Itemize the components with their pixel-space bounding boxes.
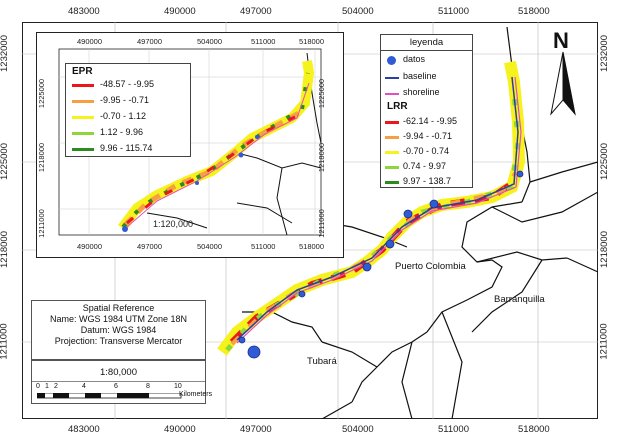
- scale-divider: [32, 381, 205, 382]
- inset-right-tick-3: 1211000: [316, 209, 326, 238]
- scale-tick-6: 6: [114, 383, 118, 390]
- lrr-swatch-4: [385, 166, 399, 169]
- place-puerto-colombia: Puerto Colombia: [395, 261, 466, 272]
- inset-bottom-tick-4: 511000: [251, 242, 276, 251]
- scale-bar: [37, 393, 182, 399]
- epr-swatch-2: [72, 100, 94, 103]
- epr-swatch-5: [72, 148, 94, 151]
- inset-top-tick-5: 518000: [299, 37, 325, 46]
- scale-tick-0: 0: [36, 383, 40, 390]
- spatial-reference-name: Name: WGS 1984 UTM Zone 18N: [49, 314, 188, 324]
- epr-label-5: 9.96 - 115.74: [100, 143, 153, 153]
- bottom-tick-4: 504000: [342, 424, 374, 435]
- scale-ratio: 1:80,000: [100, 367, 137, 378]
- bottom-tick-6: 518000: [518, 424, 550, 435]
- lrr-swatch-1: [385, 121, 399, 124]
- top-tick-6: 518000: [518, 6, 550, 17]
- epr-label-4: 1.12 - 9.96: [100, 127, 144, 137]
- inset-top-tick-1: 490000: [77, 37, 103, 46]
- inset-scale: 1:120,000: [153, 219, 194, 229]
- spatial-reference: Spatial Reference Name: WGS 1984 UTM Zon…: [31, 300, 206, 360]
- epr-label-1: -48.57 - -9.95: [100, 79, 155, 89]
- scale-tick-1: 1: [45, 383, 49, 390]
- top-tick-5: 511000: [438, 6, 469, 17]
- inset-top-tick-3: 504000: [197, 37, 223, 46]
- inset-top-tick-2: 497000: [137, 37, 163, 46]
- scale-tick-8: 8: [146, 383, 150, 390]
- inset-left-tick-3: 1211000: [36, 209, 46, 238]
- top-tick-2: 490000: [164, 6, 196, 17]
- left-tick-1: 1232000: [0, 35, 10, 72]
- inset-bottom-tick-1: 490000: [77, 242, 103, 251]
- lrr-label-2: -9.94 - -0.71: [403, 131, 453, 141]
- epr-swatch-4: [72, 132, 94, 135]
- lrr-label-5: 9.97 - 138.7: [403, 176, 452, 186]
- shoreline-symbol: [385, 93, 399, 95]
- legend-shoreline: shoreline: [403, 87, 440, 97]
- lrr-label-4: 0.74 - 9.97: [403, 161, 447, 171]
- legend-baseline: baseline: [403, 71, 437, 81]
- inset-left-tick-1: 1225000: [37, 78, 47, 109]
- inset-top-tick-4: 511000: [251, 37, 276, 46]
- north-label: N: [553, 28, 569, 53]
- data-points: [238, 170, 524, 359]
- scale-box: 1:80,000 0 1 2 4 6 8 10 Kilometers: [31, 360, 212, 404]
- lrr-label-1: -62.14 - -9.95: [403, 116, 458, 126]
- scale-tick-4: 4: [82, 383, 86, 390]
- main-legend: leyenda datos baseline shoreline LRR -62…: [380, 34, 473, 188]
- right-tick-3: 1218000: [598, 231, 610, 268]
- left-tick-2: 1225000: [0, 143, 10, 180]
- epr-label-2: -9.95 - -0.71: [100, 95, 150, 105]
- lrr-swatch-5: [385, 181, 399, 184]
- right-tick-2: 1225000: [598, 143, 610, 180]
- epr-legend: EPR -48.57 - -9.95 -9.95 - -0.71 -0.70 -…: [65, 63, 191, 157]
- north-arrow-icon: [550, 51, 576, 116]
- left-tick-3: 1218000: [0, 231, 10, 268]
- bottom-tick-1: 483000: [68, 424, 100, 435]
- bottom-tick-2: 490000: [164, 424, 196, 435]
- epr-swatch-1: [72, 84, 94, 87]
- inset-right-tick-1: 1225000: [317, 78, 327, 109]
- lrr-swatch-3: [385, 151, 399, 154]
- inset-right-tick-2: 1218000: [317, 142, 327, 173]
- spatial-reference-datum: Datum: WGS 1984: [80, 325, 157, 335]
- baseline-symbol: [385, 77, 399, 79]
- top-tick-4: 504000: [342, 6, 374, 17]
- legend-title: leyenda: [381, 35, 472, 51]
- bottom-tick-5: 511000: [438, 424, 469, 435]
- lrr-label-3: -0.70 - 0.74: [403, 146, 450, 156]
- place-barranquilla: Barranquilla: [494, 294, 545, 305]
- right-tick-1: 1232000: [598, 35, 610, 72]
- right-tick-4: 1211000: [598, 323, 610, 360]
- inset-bottom-tick-2: 497000: [137, 242, 163, 251]
- legend-datos: datos: [403, 54, 426, 64]
- spatial-reference-title: Spatial Reference: [82, 303, 155, 313]
- top-tick-3: 497000: [240, 6, 272, 17]
- scale-tick-2: 2: [54, 383, 58, 390]
- spatial-reference-projection: Projection: Transverse Mercator: [54, 336, 183, 346]
- lrr-legend-title: LRR: [387, 101, 408, 112]
- epr-label-3: -0.70 - 1.12: [100, 111, 147, 121]
- scale-unit: Kilometers: [179, 391, 213, 398]
- transect-band: [217, 60, 526, 356]
- bottom-tick-3: 497000: [240, 424, 272, 435]
- place-tubara: Tubará: [307, 356, 337, 367]
- inset-bottom-tick-5: 518000: [299, 242, 325, 251]
- inset-map: 490000 497000 504000 511000 518000 49000…: [36, 32, 344, 258]
- scale-tick-10: 10: [174, 383, 182, 390]
- top-tick-1: 483000: [68, 6, 100, 17]
- left-tick-4: 1211000: [0, 323, 10, 360]
- datos-symbol: [387, 56, 396, 65]
- epr-legend-title: EPR: [72, 66, 93, 77]
- inset-bottom-tick-3: 504000: [197, 242, 223, 251]
- lrr-swatch-2: [385, 136, 399, 139]
- epr-swatch-3: [72, 116, 94, 119]
- inset-left-tick-2: 1218000: [37, 142, 47, 173]
